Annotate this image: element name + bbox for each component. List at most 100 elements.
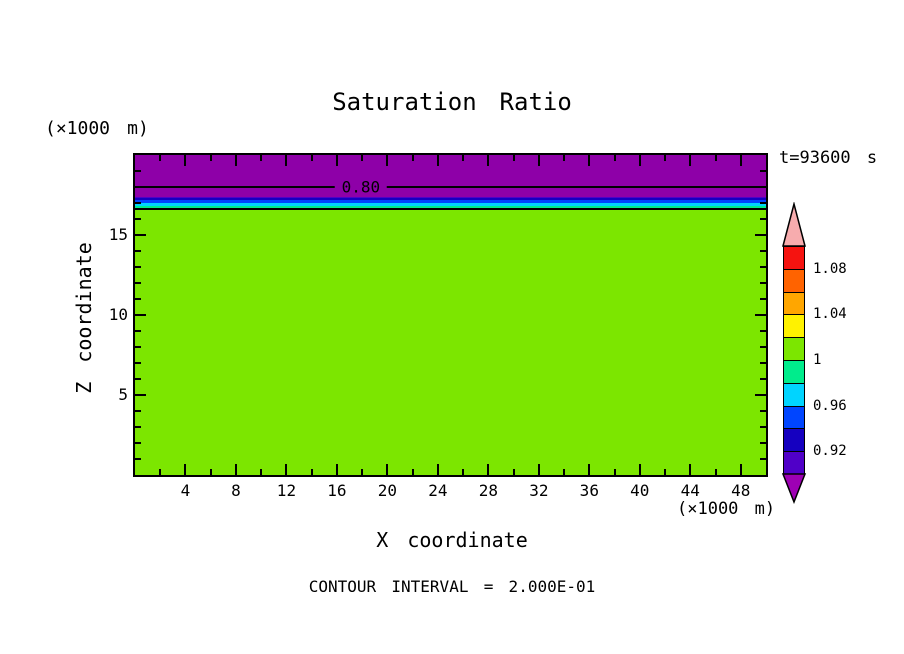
y-tick-left — [135, 282, 141, 284]
x-tick-bottom — [184, 464, 187, 475]
colorbar-cell — [784, 429, 804, 453]
y-tick-left — [135, 298, 141, 300]
y-tick-right — [760, 250, 766, 252]
band-sr-0.90-0.92 — [135, 196, 766, 199]
band-sr-0.96-0.98 — [135, 203, 766, 206]
y-tick-label: 5 — [118, 385, 128, 404]
y-tick-left — [135, 362, 141, 364]
y-tick-left — [135, 442, 141, 444]
colorbar-cell — [784, 315, 804, 339]
y-axis-unit-label: (×1000 m) — [45, 118, 149, 139]
x-tick-bottom — [588, 464, 591, 475]
x-tick-top — [487, 155, 490, 166]
x-tick-bottom — [563, 469, 566, 475]
band-sr-0.98-1.00 — [135, 205, 766, 209]
x-tick-bottom — [386, 464, 389, 475]
band-sr-0.92-0.94 — [135, 198, 766, 200]
x-tick-top — [209, 155, 212, 161]
x-tick-label: 36 — [579, 481, 599, 500]
x-tick-label: 28 — [478, 481, 498, 500]
x-tick-top — [386, 155, 389, 166]
y-tick-right — [760, 170, 766, 172]
x-tick-bottom — [487, 464, 490, 475]
x-tick-bottom — [159, 469, 162, 475]
x-tick-bottom — [638, 464, 641, 475]
y-tick-left — [135, 426, 141, 428]
x-tick-bottom — [285, 464, 288, 475]
y-tick-right — [760, 426, 766, 428]
x-tick-label: 12 — [276, 481, 297, 500]
x-tick-top — [436, 155, 439, 166]
y-tick-right — [760, 410, 766, 412]
x-tick-bottom — [310, 469, 313, 475]
x-tick-label: 44 — [680, 481, 700, 500]
x-tick-label: 40 — [630, 481, 650, 500]
contour-line-0.8 — [135, 186, 766, 188]
x-tick-bottom — [739, 464, 742, 475]
x-tick-top — [613, 155, 616, 161]
y-tick-left — [135, 378, 141, 380]
y-tick-left — [135, 314, 146, 316]
x-tick-label: 20 — [377, 481, 398, 500]
colorbar-cell — [784, 292, 804, 316]
colorbar-cell — [784, 452, 804, 475]
x-tick-label: 4 — [180, 481, 191, 500]
x-tick-top — [638, 155, 641, 166]
y-tick-left — [135, 346, 141, 348]
x-tick-top — [361, 155, 364, 161]
x-tick-bottom — [462, 469, 465, 475]
x-tick-label: 16 — [327, 481, 347, 500]
y-tick-right — [760, 330, 766, 332]
x-tick-top — [739, 155, 742, 166]
x-tick-bottom — [436, 464, 439, 475]
x-tick-bottom — [209, 469, 212, 475]
x-tick-bottom — [361, 469, 364, 475]
y-tick-left — [135, 394, 146, 396]
y-tick-left — [135, 186, 141, 188]
y-tick-right — [760, 346, 766, 348]
band-sr-0.94-0.96 — [135, 199, 766, 203]
x-tick-bottom — [260, 469, 263, 475]
contour-line-1 — [135, 207, 766, 210]
x-tick-label: 32 — [529, 481, 549, 500]
y-tick-right — [760, 378, 766, 380]
x-tick-top — [664, 155, 667, 161]
y-tick-left — [135, 330, 141, 332]
colorbar-down-arrow — [781, 472, 807, 504]
x-tick-top — [689, 155, 692, 166]
colorbar-down-arrow-shape — [781, 472, 807, 504]
x-tick-bottom — [714, 469, 717, 475]
x-tick-bottom — [512, 469, 515, 475]
y-tick-right — [760, 218, 766, 220]
colorbar-tick-label: 1.04 — [813, 306, 847, 323]
y-tick-left — [135, 234, 146, 236]
x-tick-top — [285, 155, 288, 166]
x-tick-top — [512, 155, 515, 161]
x-tick-top — [310, 155, 313, 161]
y-tick-label: 10 — [108, 305, 128, 324]
colorbar-up-arrow-shape — [782, 202, 806, 247]
x-tick-top — [714, 155, 717, 161]
x-tick-top — [537, 155, 540, 166]
contour-label-0.8: 0.80 — [334, 178, 388, 196]
y-tick-right — [760, 442, 766, 444]
plot-area: 0.80 — [133, 153, 768, 477]
x-tick-top — [159, 155, 162, 161]
y-tick-right — [760, 282, 766, 284]
colorbar-tick-label: 0.96 — [813, 397, 847, 414]
x-tick-label: 48 — [731, 481, 751, 500]
colorbar-cell — [784, 269, 804, 293]
colorbar-tick-label: 0.92 — [813, 443, 847, 460]
plot-title: Saturation Ratio — [332, 88, 572, 116]
x-tick-top — [462, 155, 465, 161]
colorbar-tick-label: 1 — [813, 352, 822, 368]
x-tick-bottom — [335, 464, 338, 475]
y-tick-left — [135, 202, 141, 204]
x-tick-top — [260, 155, 263, 161]
x-tick-label: 24 — [428, 481, 448, 500]
y-tick-right — [755, 394, 766, 396]
x-axis-title: X coordinate — [376, 528, 528, 552]
y-tick-right — [760, 266, 766, 268]
y-tick-right — [760, 202, 766, 204]
